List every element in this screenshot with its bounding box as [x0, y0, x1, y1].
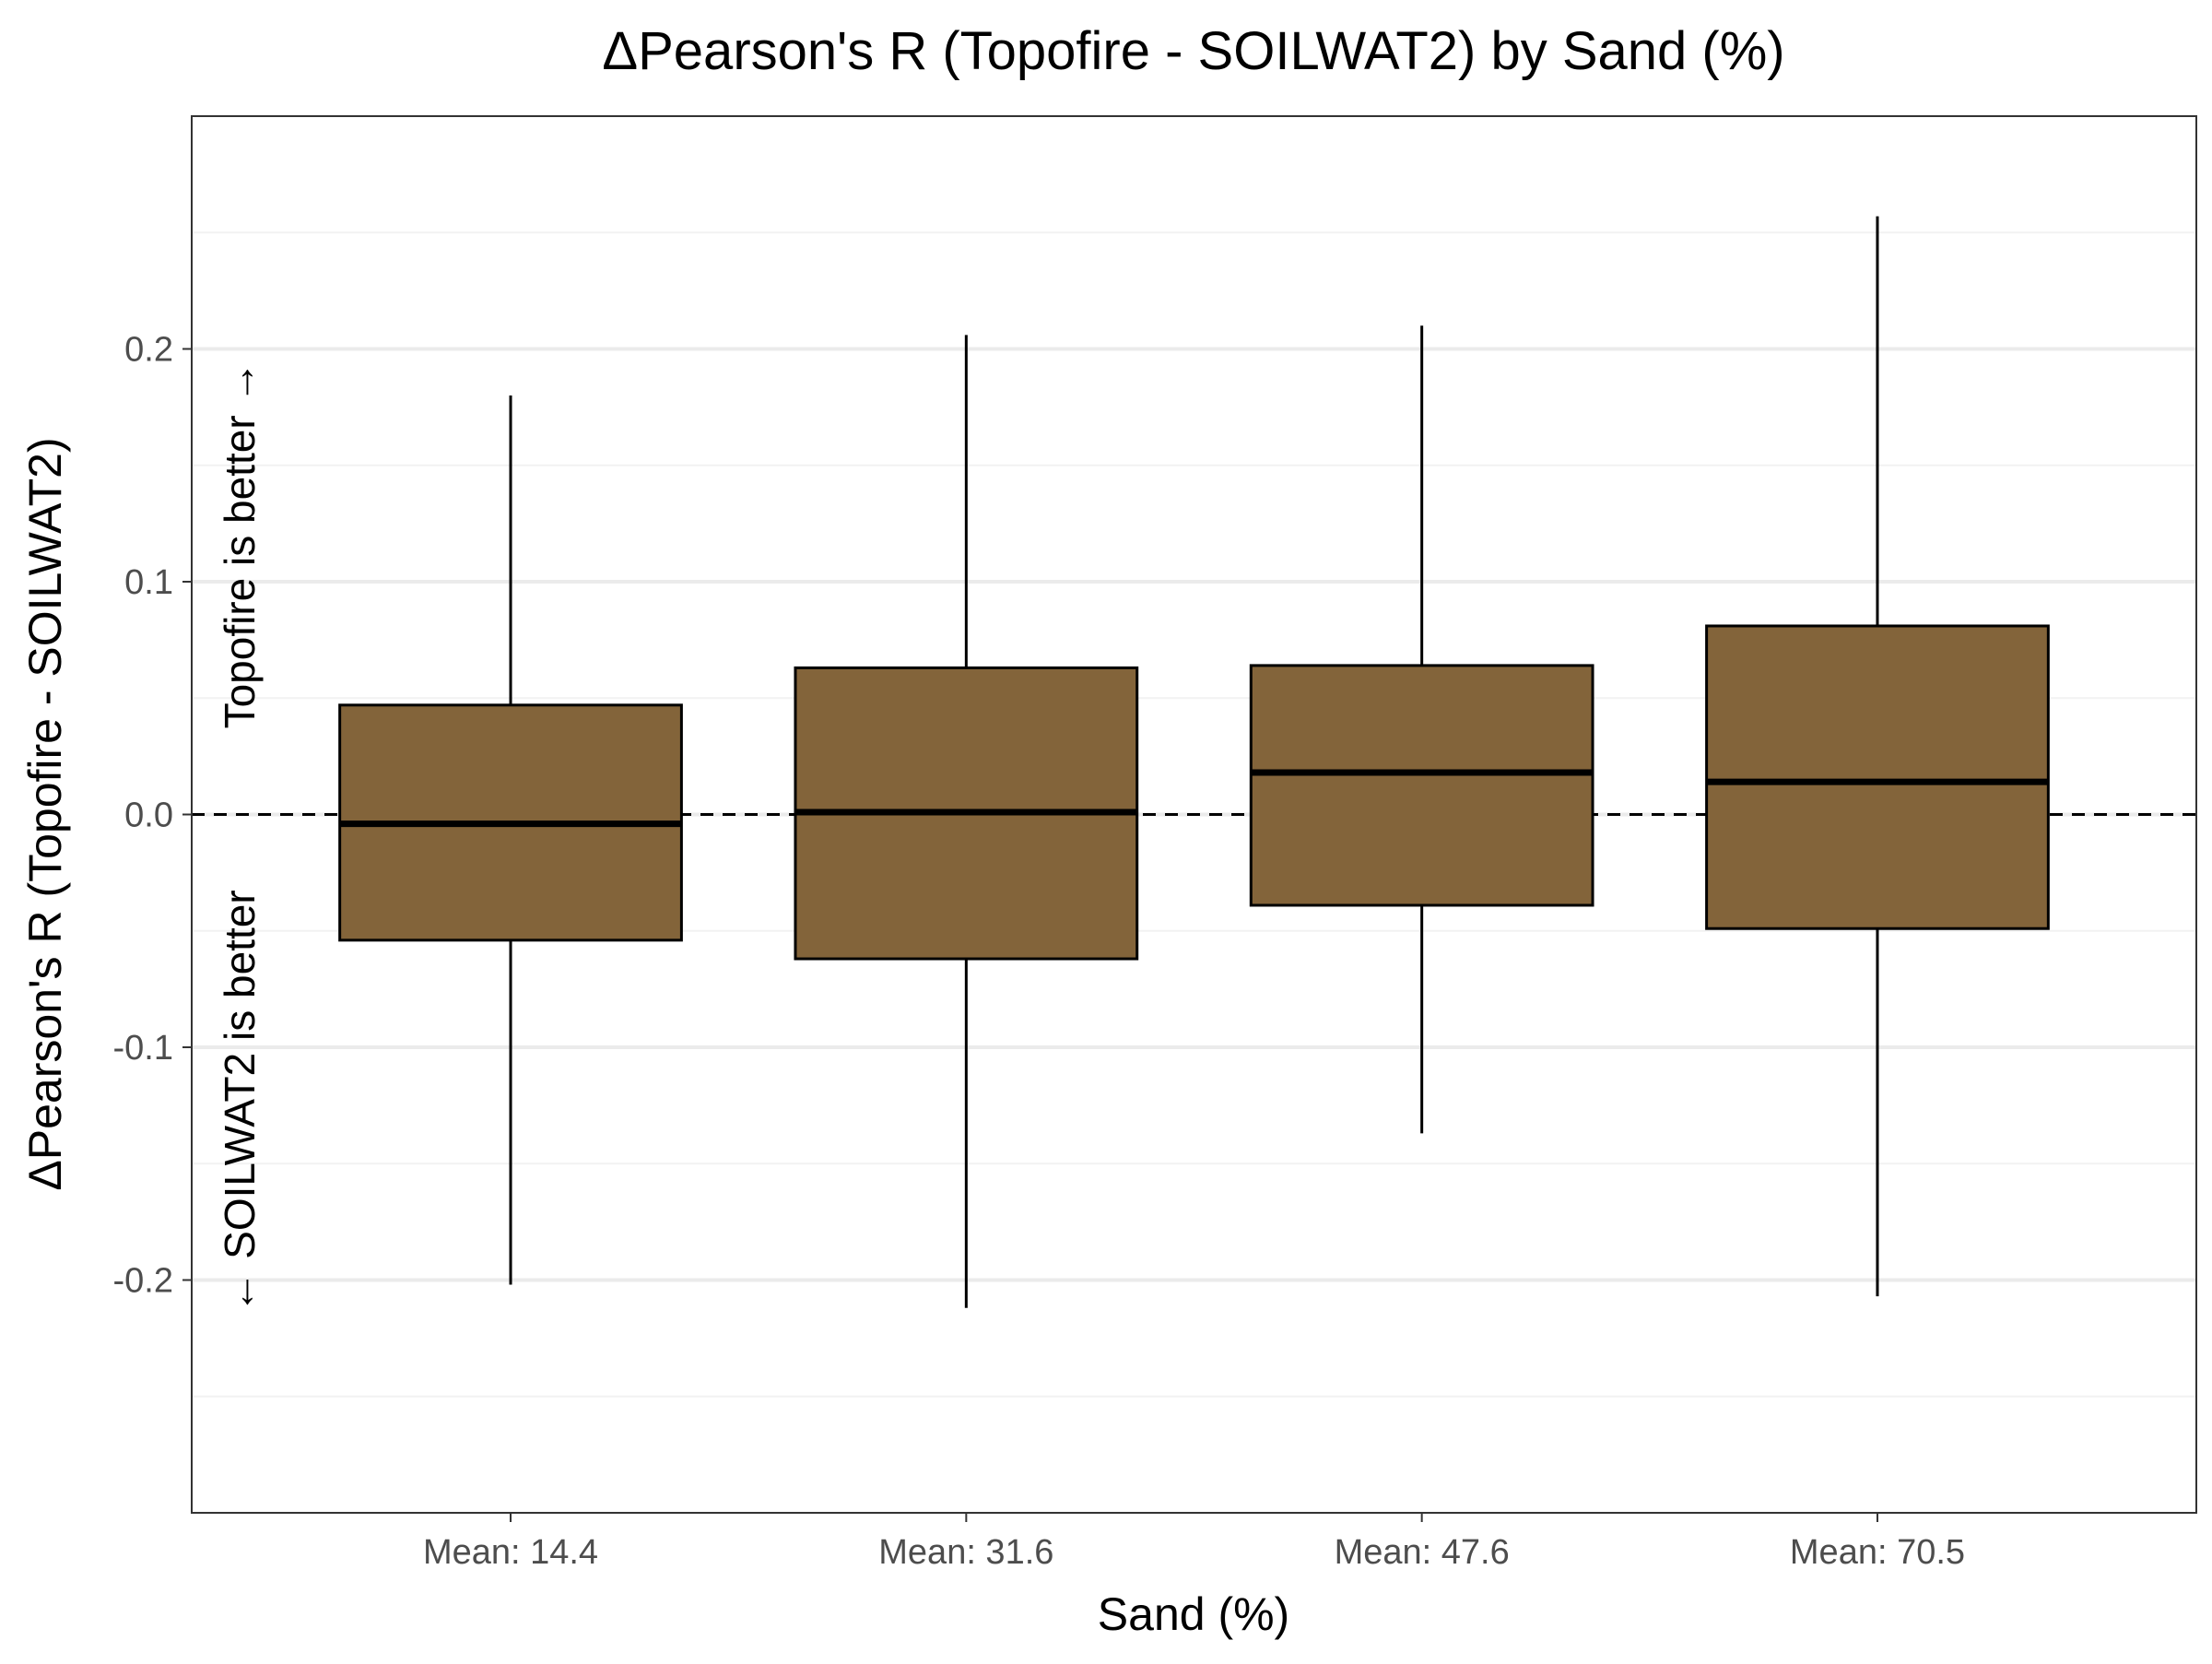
box-iqr — [1705, 624, 2050, 930]
y-axis-title: ΔPearson's R (Topofire - SOILWAT2) — [19, 437, 71, 1190]
x-tick-label: Mean: 14.4 — [423, 1533, 598, 1572]
annotation-soilwat2-better: ← SOILWAT2 is better — [216, 890, 264, 1313]
box-group — [794, 335, 1139, 1308]
y-tick-label: 0.0 — [124, 797, 173, 835]
axes-layer: -0.2 -0.1 0.0 0.1 0.2 Mean: 14.4 Mean: 31.6 Mea… — [113, 331, 1966, 1573]
box-group — [1249, 325, 1594, 1134]
x-tick-label: Mean: 70.5 — [1790, 1533, 1965, 1572]
y-tick-label: -0.1 — [113, 1029, 173, 1068]
x-axis-title: Sand (%) — [1098, 1588, 1289, 1640]
y-tick-label: -0.2 — [113, 1262, 173, 1301]
y-tick-label: 0.2 — [124, 331, 173, 370]
boxes-layer — [338, 216, 2050, 1308]
chart-title: ΔPearson's R (Topofire - SOILWAT2) by Sa… — [602, 21, 1784, 81]
box-group — [338, 395, 683, 1285]
x-tick-label: Mean: 47.6 — [1335, 1533, 1510, 1572]
box-iqr — [1249, 664, 1594, 907]
annotation-topofire-better: Topofire is better → — [216, 361, 264, 729]
box-group — [1705, 216, 2050, 1297]
y-tick-label: 0.1 — [124, 563, 173, 602]
x-tick-label: Mean: 31.6 — [878, 1533, 1053, 1572]
